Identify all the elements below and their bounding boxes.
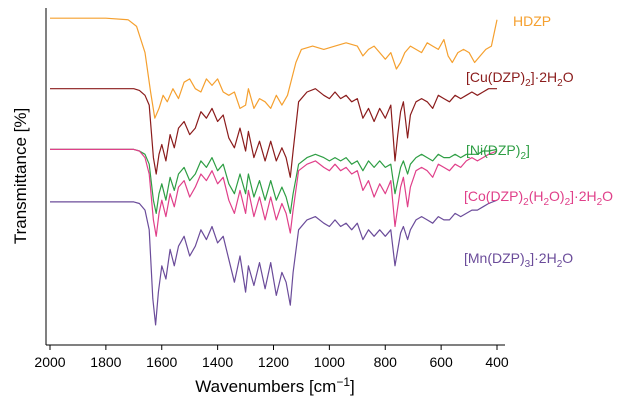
x-tick-label: 1400	[202, 354, 233, 370]
series-label-co: [Co(DZP)2(H2O)2]·2H2O	[464, 188, 613, 208]
x-tick-label: 800	[374, 354, 398, 370]
x-tick-label: 400	[485, 354, 509, 370]
series-line-1	[50, 88, 497, 178]
series-line-4	[50, 199, 498, 326]
x-tick-label: 2000	[34, 354, 65, 370]
x-tick-label: 1600	[146, 354, 177, 370]
series-label-mn: [Mn(DZP)3]·2H2O	[464, 250, 573, 270]
x-axis-ticks: 2000 1800 1600 1400 1200 1000 800 600 400	[34, 345, 509, 370]
x-tick-label: 1200	[258, 354, 289, 370]
series-label-cu: [Cu(DZP)2]·2H2O	[466, 69, 574, 89]
series-lines	[50, 17, 498, 326]
series-label-ni: [Ni(DZP)2]	[466, 142, 530, 162]
series-line-2	[50, 148, 498, 214]
y-axis-title: Transmittance [%]	[11, 108, 30, 244]
x-tick-label: 600	[429, 354, 453, 370]
series-line-0	[50, 17, 498, 119]
x-tick-label: 1800	[90, 354, 121, 370]
x-tick-label: 1000	[314, 354, 345, 370]
series-label-hdzp: HDZP	[513, 13, 551, 29]
x-axis-title: Wavenumbers [cm−1]	[195, 375, 355, 396]
series-line-3	[50, 148, 498, 237]
